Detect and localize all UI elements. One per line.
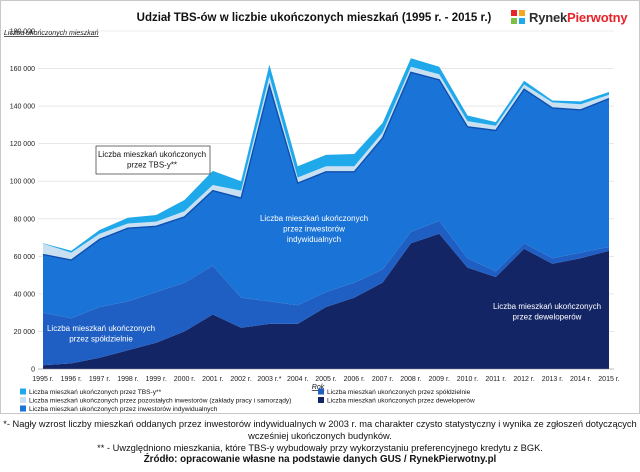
brand-name: RynekPierwotny — [529, 9, 628, 25]
x-tick-label: 2004 r. — [287, 376, 308, 383]
annotation-cooperatives: przez spółdzielnie — [69, 335, 133, 344]
x-tick-label: 2008 r. — [400, 376, 421, 383]
y-tick-label: 20 000 — [14, 329, 36, 336]
y-tick-label: 60 000 — [14, 254, 36, 261]
x-tick-label: 2002 r. — [230, 376, 251, 383]
chart-title: Udział TBS-ów w liczbie ukończonych mies… — [137, 12, 492, 24]
y-tick-label: 80 000 — [14, 216, 36, 223]
x-tick-label: 2007 r. — [372, 376, 393, 383]
annotation-tbs: Liczba mieszkań ukończonych — [98, 150, 206, 159]
legend-label: Liczba mieszkań ukończonych przez TBS-y*… — [29, 389, 162, 396]
x-tick-label: 2006 r. — [344, 376, 365, 383]
x-tick-label: 2012 r. — [513, 376, 534, 383]
y-axis-ticks: 0 20 000 40 000 60 000 80 000 100 000 120 000 1… — [10, 29, 35, 374]
x-tick-label: 1996 r. — [61, 376, 82, 383]
y-tick-label: 0 — [31, 367, 35, 374]
individual-edge-line — [42, 71, 610, 261]
x-tick-label: 2013 r. — [542, 376, 563, 383]
x-tick-label: 2014 r. — [570, 376, 591, 383]
x-tick-label: 2010 r. — [457, 376, 478, 383]
area-series-2 — [43, 72, 609, 319]
area-series-3 — [43, 66, 609, 261]
x-axis-label: Rok — [312, 384, 325, 391]
x-tick-label: 2005 r. — [315, 376, 336, 383]
annotation-individual: przez inwestorów — [283, 225, 345, 234]
x-tick-label: 2015 r. — [598, 376, 619, 383]
y-tick-label: 180 000 — [10, 29, 35, 36]
x-tick-label: 2003 r.* — [257, 376, 281, 383]
y-tick-label: 140 000 — [10, 104, 35, 111]
x-axis-ticks: 1995 r. 1996 r. 1997 r. 1998 r. 1999 r. 2000 … — [32, 376, 619, 383]
x-tick-label: 1997 r. — [89, 376, 110, 383]
annotation-box — [95, 145, 211, 175]
legend: Liczba mieszkań ukończonych przez TBS-y*… — [20, 388, 475, 413]
x-tick-label: 2011 r. — [485, 376, 506, 383]
annotation-cooperatives: Liczba mieszkań ukończonych — [47, 324, 155, 333]
area-series-4 — [43, 58, 609, 253]
footnotes: *- Nagły wzrost liczby mieszkań oddanych… — [0, 418, 640, 466]
x-tick-label: 1999 r. — [145, 376, 166, 383]
annotation-individual: Liczba mieszkań ukończonych — [260, 214, 368, 223]
legend-swatch — [318, 397, 324, 403]
x-tick-label: 2009 r. — [428, 376, 449, 383]
legend-swatch — [20, 388, 26, 395]
plot-areas — [42, 58, 610, 369]
y-axis-label: Liczba ukończonych mieszkań — [4, 30, 99, 37]
footnote-2: ** - Uwzględniono mieszkania, które TBS-… — [97, 443, 543, 453]
y-tick-label: 120 000 — [10, 141, 35, 148]
source-note: Źródło: opracowanie własne na podstawie … — [143, 454, 497, 465]
annotations: Liczba mieszkań ukończonych przez TBS-y**… — [47, 145, 601, 344]
annotation-developers: Liczba mieszkań ukończonych — [493, 302, 601, 311]
annotation-developers: przez deweloperów — [513, 313, 582, 322]
x-tick-label: 1998 r. — [117, 376, 138, 383]
legend-label: Liczba mieszkań ukończonych przez pozost… — [29, 398, 291, 405]
logo-icon — [511, 10, 525, 24]
footnote-1: *- Nagły wzrost liczby mieszkań oddanych… — [3, 419, 637, 441]
annotation-individual: indywidualnych — [287, 235, 341, 244]
y-tick-label: 100 000 — [10, 179, 35, 186]
area-series-1 — [43, 220, 609, 366]
brand-logo: RynekPierwotny — [510, 6, 636, 28]
x-tick-label: 2000 r. — [174, 376, 195, 383]
legend-label: Liczba mieszkań ukończonych przez inwest… — [29, 406, 218, 413]
legend-swatch — [20, 405, 26, 412]
y-tick-label: 40 000 — [14, 291, 36, 298]
y-tick-label: 160 000 — [10, 66, 35, 73]
annotation-tbs: przez TBS-y** — [127, 161, 177, 170]
legend-swatch — [20, 397, 26, 403]
legend-label: Liczba mieszkań ukończonych przez spółdz… — [327, 389, 471, 396]
legend-swatch — [318, 388, 324, 395]
x-tick-label: 2001 r. — [202, 376, 223, 383]
brand-name-part2: Pierwotny — [567, 9, 628, 25]
brand-name-part1: Rynek — [529, 9, 568, 25]
x-tick-label: 1995 r. — [32, 376, 53, 383]
legend-label: Liczba mieszkań ukończonych przez dewelo… — [327, 398, 475, 405]
